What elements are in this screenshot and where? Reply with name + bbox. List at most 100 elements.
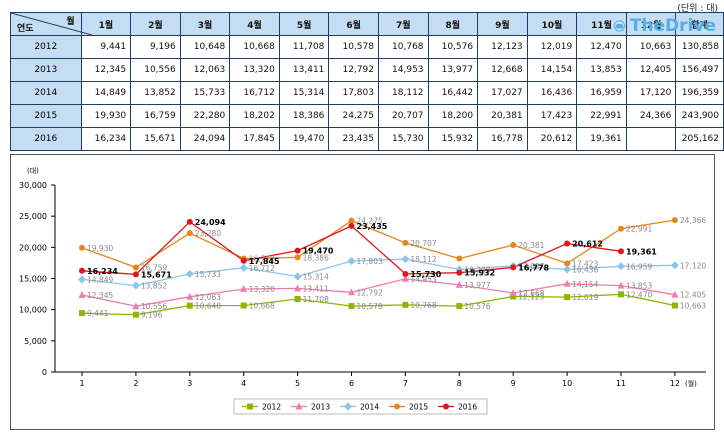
data-label-2012: 10,668 [249, 302, 275, 311]
legend-box [233, 398, 488, 415]
y-tick-label: 5,000 [24, 337, 47, 346]
data-label-2012: 10,576 [464, 302, 490, 311]
legend-marker-2013 [295, 402, 303, 410]
data-label-2013: 13,411 [303, 284, 329, 293]
data-point-2012 [456, 303, 463, 310]
x-tick-label: 5 [295, 379, 300, 388]
legend-label: 2013 [311, 403, 330, 412]
x-tick-label: 6 [349, 379, 354, 388]
data-point-2013 [132, 302, 140, 310]
monthly-sales-table: 월 연도 1월 2월 3월 4월 5월 6월 7월 8월 9월 10월 11월 … [10, 12, 724, 151]
data-point-2012 [132, 311, 139, 318]
legend-label: 2012 [262, 403, 281, 412]
data-point-2012 [294, 296, 301, 303]
total-cell: 243,900 [675, 104, 724, 128]
month-header: 12월 [625, 12, 677, 36]
value-cell: 13,411 [278, 58, 330, 82]
data-point-2015 [186, 230, 193, 237]
series-line-2014 [81, 258, 675, 287]
data-point-2016 [132, 271, 139, 278]
value-cell: 22,280 [179, 104, 231, 128]
value-cell: 18,386 [278, 104, 330, 128]
y-tick-label: 15,000 [19, 275, 47, 284]
data-label-2016: 15,671 [141, 270, 172, 279]
value-cell: 14,849 [80, 81, 132, 105]
month-header: 5월 [278, 12, 330, 36]
value-cell: 12,668 [477, 58, 528, 82]
legend-label: 2015 [409, 403, 428, 412]
series-line-2013 [81, 278, 676, 307]
data-point-2013 [617, 281, 625, 289]
value-cell: 15,314 [278, 81, 330, 105]
series-line-2015 [81, 219, 676, 269]
table-corner: 월 연도 [10, 12, 92, 36]
table-row: 2015 19,930 16,759 22,280 18,202 18,386 24,275… [10, 104, 724, 128]
data-label-2015: 22,991 [626, 225, 652, 234]
legend-marker-2014 [344, 402, 352, 411]
y-tick-label: 20,000 [19, 243, 47, 252]
car-icon [613, 20, 625, 32]
legend-marker-2012 [247, 403, 253, 410]
value-cell: 19,470 [278, 127, 330, 151]
value-cell: 16,234 [80, 127, 132, 151]
value-cell: 16,712 [229, 81, 280, 105]
data-label-2016: 24,094 [195, 218, 226, 227]
value-cell: 14,154 [526, 58, 578, 82]
data-point-2012 [79, 310, 85, 317]
value-cell: 20,612 [526, 127, 578, 151]
data-label-2015: 16,759 [141, 264, 167, 273]
data-point-2014 [563, 265, 572, 274]
value-cell: 16,778 [477, 127, 528, 151]
data-point-2012 [510, 293, 517, 300]
value-cell: 10,668 [229, 35, 280, 59]
data-label-2013: 14,953 [410, 275, 436, 284]
data-point-2012 [402, 301, 409, 308]
value-cell: 10,663 [625, 35, 677, 59]
data-point-2015 [564, 260, 571, 267]
month-header: 8월 [427, 12, 479, 36]
data-label-2015: 19,930 [87, 244, 113, 253]
chart-panel: 0 5,000 10,000 15,000 20,000 25,000 30,000 (대) 1… [10, 154, 715, 430]
data-label-2013: 13,977 [464, 281, 490, 290]
value-cell: 19,361 [576, 127, 627, 151]
data-point-2014 [185, 269, 194, 278]
data-label-2014: 18,200 [464, 266, 490, 275]
data-label-2015: 18,386 [303, 253, 329, 262]
total-cell: 196,359 [675, 81, 724, 105]
data-label-2015: 20,381 [518, 241, 544, 250]
x-tick-label: 12 [670, 379, 680, 388]
data-point-2015 [456, 255, 463, 262]
data-point-2015 [348, 217, 355, 224]
x-tick-label: 1 [79, 379, 84, 388]
value-cell: 12,792 [328, 58, 379, 82]
corner-month-label: 월 [66, 17, 75, 27]
data-point-2016 [402, 270, 409, 277]
data-label-2014: 17,027 [518, 262, 544, 271]
x-tick-label: 3 [187, 379, 192, 388]
total-header: 합계 [675, 12, 724, 36]
data-label-2012: 12,019 [572, 293, 598, 302]
data-label-2014: 14,849 [87, 275, 113, 284]
data-point-2014 [131, 281, 140, 290]
data-point-2013 [509, 289, 517, 297]
value-cell: 16,959 [576, 81, 627, 105]
data-label-2015: 24,366 [680, 216, 706, 225]
data-point-2015 [294, 254, 301, 261]
total-cell: 156,497 [675, 58, 724, 82]
month-header: 2월 [130, 12, 181, 36]
legend-label: 2014 [360, 403, 379, 412]
data-label-2013: 12,345 [87, 291, 113, 300]
value-cell: 12,019 [526, 35, 578, 59]
data-point-2014 [347, 257, 356, 266]
data-label-2014: 16,712 [249, 264, 275, 273]
value-cell: 12,123 [477, 35, 528, 59]
value-cell: 24,094 [179, 127, 231, 151]
value-cell: 15,671 [130, 127, 181, 151]
value-cell: 13,853 [576, 58, 627, 82]
month-header: 11월 [576, 12, 627, 36]
month-header: 4월 [229, 12, 280, 36]
data-point-2014 [401, 255, 410, 264]
legend-marker-2016 [443, 403, 449, 410]
value-cell: 13,852 [130, 81, 181, 105]
total-cell: 205,162 [675, 127, 724, 151]
